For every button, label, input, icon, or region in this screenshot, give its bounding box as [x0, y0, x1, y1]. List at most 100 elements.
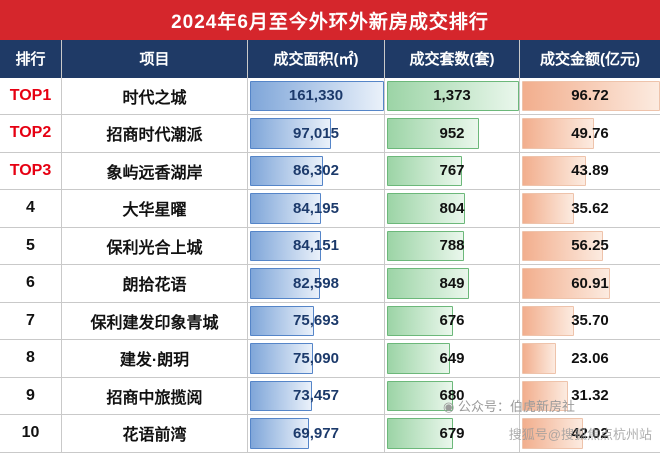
project-label: 建发·朗玥 [119, 352, 190, 370]
area-value: 84,151 [293, 237, 339, 255]
units-cell: 649 [385, 340, 520, 378]
units-value: 788 [439, 237, 465, 255]
rank-label: 8 [26, 349, 35, 367]
amount-cell: 31.32 [520, 378, 660, 415]
amount-data-bar [522, 155, 586, 186]
units-value: 1,373 [433, 87, 471, 105]
project-cell: 招商中旅揽阅 [62, 377, 248, 415]
project-label: 招商中旅揽阅 [106, 389, 203, 407]
area-cell: 84,195 [248, 190, 385, 228]
units-value: 676 [439, 312, 465, 330]
units-data-bar [387, 230, 464, 261]
rank-label: 4 [26, 199, 35, 217]
rank-label: TOP2 [9, 124, 52, 142]
amount-value: 31.32 [571, 387, 609, 405]
amount-cell: 49.76 [520, 115, 660, 153]
area-cell: 161,330 [248, 77, 385, 115]
amount-data-bar [522, 343, 557, 374]
amount-data-bar [522, 268, 610, 299]
area-value: 86,302 [293, 162, 339, 180]
project-cell: 招商时代潮派 [62, 115, 248, 153]
header-project: 项目 [62, 40, 248, 78]
rank-cell: 6 [0, 265, 62, 303]
rank-cell: 5 [0, 227, 62, 265]
units-cell: 788 [385, 227, 520, 265]
units-value: 680 [439, 387, 465, 405]
amount-cell: 42.02 [520, 415, 660, 453]
rank-label: 7 [26, 311, 35, 329]
area-data-bar [250, 343, 314, 374]
rank-label: 9 [26, 386, 35, 404]
amount-data-bar [522, 230, 603, 261]
units-data-bar [387, 418, 454, 449]
area-data-bar [250, 230, 321, 261]
rank-cell: 8 [0, 340, 62, 378]
rank-label: TOP3 [9, 161, 52, 179]
units-data-bar [387, 193, 466, 224]
amount-data-bar [522, 305, 575, 336]
amount-value: 35.70 [571, 312, 609, 330]
project-label: 大华星曜 [122, 202, 187, 220]
table-row: TOP1 时代之城 161,330 1,373 96.72 [0, 77, 660, 115]
table-row: 7 保利建发印象青城 75,693 676 35.70 [0, 302, 660, 340]
rank-cell: TOP1 [0, 77, 62, 115]
amount-value: 49.76 [571, 124, 609, 142]
rank-cell: 10 [0, 415, 62, 453]
units-value: 952 [439, 124, 465, 142]
amount-cell: 35.70 [520, 303, 660, 340]
units-data-bar [387, 380, 454, 411]
project-label: 保利建发印象青城 [90, 314, 219, 332]
project-label: 保利光合上城 [106, 239, 203, 257]
amount-cell: 60.91 [520, 265, 660, 303]
area-value: 97,015 [293, 124, 339, 142]
units-value: 649 [439, 349, 465, 367]
units-value: 679 [439, 424, 465, 442]
table-row: 9 招商中旅揽阅 73,457 680 31.32 [0, 377, 660, 415]
units-cell: 849 [385, 265, 520, 303]
rank-cell: TOP3 [0, 152, 62, 190]
table-row: 5 保利光合上城 84,151 788 56.25 [0, 227, 660, 265]
project-cell: 保利建发印象青城 [62, 302, 248, 340]
units-value: 849 [439, 274, 465, 292]
rank-cell: 9 [0, 377, 62, 415]
area-data-bar [250, 268, 320, 299]
amount-data-bar [522, 80, 660, 111]
units-data-bar [387, 118, 480, 149]
amount-value: 60.91 [571, 274, 609, 292]
area-value: 75,090 [293, 349, 339, 367]
area-cell: 97,015 [248, 115, 385, 153]
area-data-bar [250, 418, 310, 449]
units-cell: 1,373 [385, 77, 520, 115]
area-data-bar [250, 118, 332, 149]
project-label: 花语前湾 [122, 427, 187, 445]
table-header: 排行 项目 成交面积(㎡) 成交套数(套) 成交金额(亿元) [0, 40, 660, 78]
units-data-bar [387, 155, 462, 186]
units-data-bar [387, 343, 451, 374]
project-cell: 建发·朗玥 [62, 340, 248, 378]
amount-cell: 56.25 [520, 228, 660, 265]
project-cell: 时代之城 [62, 77, 248, 115]
amount-value: 96.72 [571, 87, 609, 105]
header-units: 成交套数(套) [385, 40, 520, 78]
project-cell: 象屿远香湖岸 [62, 152, 248, 190]
project-label: 时代之城 [122, 89, 187, 107]
area-value: 73,457 [293, 387, 339, 405]
units-cell: 680 [385, 377, 520, 415]
units-cell: 676 [385, 302, 520, 340]
amount-cell: 23.06 [520, 340, 660, 378]
project-cell: 保利光合上城 [62, 227, 248, 265]
units-value: 804 [439, 199, 465, 217]
area-data-bar [250, 380, 313, 411]
rank-label: 6 [26, 274, 35, 292]
amount-data-bar [522, 193, 574, 224]
table-row: 10 花语前湾 69,977 679 42.02 [0, 415, 660, 453]
rank-label: 10 [21, 424, 40, 442]
area-cell: 75,090 [248, 340, 385, 378]
project-label: 象屿远香湖岸 [106, 164, 203, 182]
area-value: 161,330 [288, 87, 344, 105]
amount-data-bar [522, 380, 568, 411]
area-value: 69,977 [293, 424, 339, 442]
header-area: 成交面积(㎡) [248, 40, 385, 78]
area-data-bar [250, 155, 323, 186]
amount-cell: 43.89 [520, 153, 660, 190]
